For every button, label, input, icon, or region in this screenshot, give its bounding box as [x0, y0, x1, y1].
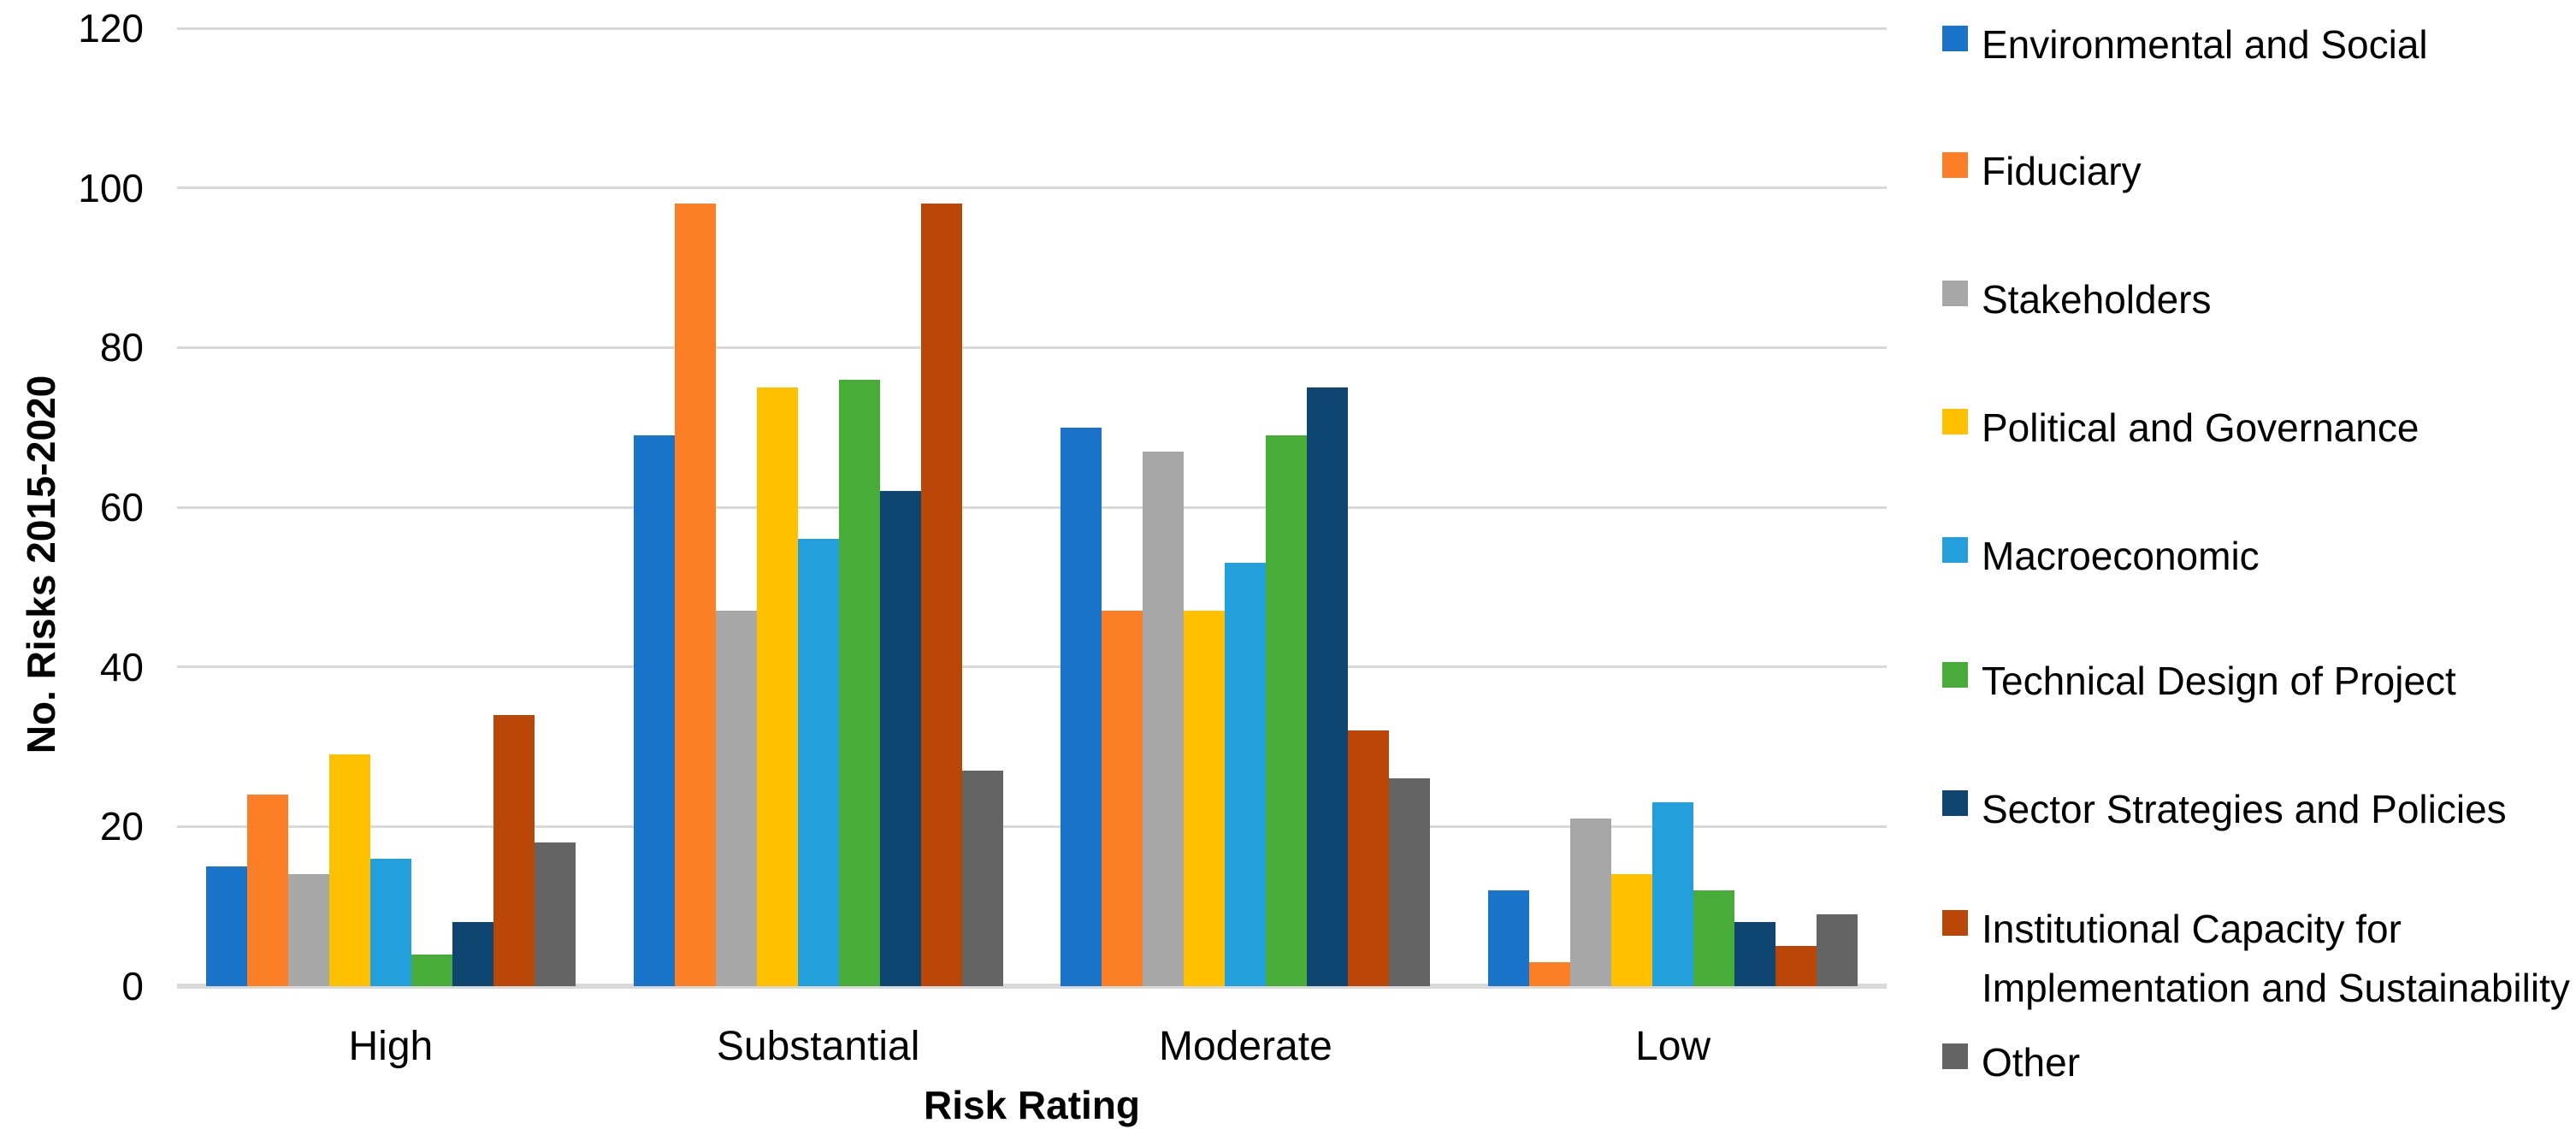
legend-item-environmental-and-social: Environmental and Social	[1942, 15, 2428, 74]
bar-environmental-and-social-low	[1488, 890, 1530, 986]
legend-label-other: Other	[1982, 1040, 2081, 1085]
legend-item-sector-strategies-and-policies: Sector Strategies and Policies	[1942, 780, 2507, 839]
bar-political-and-governance-substantial	[756, 387, 798, 986]
bar-environmental-and-social-moderate	[1061, 427, 1102, 986]
bar-other-low	[1817, 914, 1858, 986]
bar-macroeconomic-low	[1652, 802, 1694, 986]
gridline-40	[177, 665, 1887, 669]
legend-swatch-institutional-capacity-for-implementation-and-sustainability	[1942, 910, 1968, 936]
bar-macroeconomic-substantial	[797, 539, 839, 986]
bar-sector-strategies-and-policies-substantial	[879, 491, 921, 986]
legend-label-sector-strategies-and-policies: Sector Strategies and Policies	[1982, 787, 2507, 831]
gridline-20	[177, 825, 1887, 828]
legend-swatch-other	[1942, 1043, 1968, 1069]
y-tick-label-80: 80	[99, 325, 144, 370]
legend-item-fiduciary: Fiduciary	[1942, 142, 2142, 201]
legend-item-other: Other	[1942, 1033, 2080, 1092]
legend-item-macroeconomic: Macroeconomic	[1942, 527, 2260, 586]
legend-label-political-and-governance: Political and Governance	[1982, 405, 2419, 450]
legend-label-technical-design-of-project: Technical Design of Project	[1982, 659, 2456, 703]
bar-stakeholders-high	[287, 874, 329, 986]
y-tick-label-20: 20	[99, 804, 144, 849]
bar-sector-strategies-and-policies-low	[1734, 922, 1776, 986]
x-category-label-high: High	[348, 1024, 434, 1069]
x-axis-line	[177, 984, 1887, 989]
bar-technical-design-of-project-low	[1693, 890, 1735, 986]
legend-swatch-sector-strategies-and-policies	[1942, 790, 1968, 816]
bar-fiduciary-low	[1529, 962, 1571, 986]
legend-label-fiduciary: Fiduciary	[1982, 149, 2142, 193]
bar-institutional-capacity-for-implementation-and-sustainability-low	[1775, 946, 1817, 986]
bar-environmental-and-social-substantial	[633, 435, 675, 986]
bar-institutional-capacity-for-implementation-and-sustainability-substantial	[920, 204, 962, 986]
bar-stakeholders-substantial	[715, 611, 757, 986]
bar-other-high	[534, 842, 576, 986]
bar-political-and-governance-low	[1611, 874, 1653, 986]
gridline-60	[177, 505, 1887, 509]
bar-macroeconomic-high	[369, 858, 411, 986]
legend-swatch-environmental-and-social	[1942, 26, 1968, 51]
x-axis-title: Risk Rating	[923, 1083, 1141, 1127]
bar-fiduciary-moderate	[1102, 611, 1143, 986]
bar-environmental-and-social-high	[205, 866, 247, 986]
legend-label-macroeconomic: Macroeconomic	[1982, 534, 2260, 578]
x-category-label-substantial: Substantial	[716, 1024, 920, 1069]
y-tick-label-100: 100	[78, 165, 144, 210]
y-tick-label-60: 60	[99, 485, 144, 529]
legend-label-stakeholders: Stakeholders	[1982, 277, 2212, 322]
gridline-100	[177, 186, 1887, 190]
gridline-120	[177, 27, 1887, 30]
bar-sector-strategies-and-policies-high	[452, 922, 493, 986]
legend-item-technical-design-of-project: Technical Design of Project	[1942, 652, 2456, 711]
legend-item-institutional-capacity-for-implementation-and-sustainability: Institutional Capacity for Implementatio…	[1942, 900, 2572, 1018]
y-tick-label-40: 40	[99, 644, 144, 689]
bar-institutional-capacity-for-implementation-and-sustainability-high	[493, 714, 535, 986]
bar-technical-design-of-project-high	[411, 954, 452, 986]
bar-institutional-capacity-for-implementation-and-sustainability-moderate	[1348, 730, 1390, 986]
bar-fiduciary-substantial	[674, 204, 716, 986]
bar-sector-strategies-and-policies-moderate	[1307, 387, 1349, 986]
bar-fiduciary-high	[246, 795, 288, 986]
legend-swatch-fiduciary	[1942, 152, 1968, 178]
bar-other-moderate	[1389, 778, 1431, 986]
legend-swatch-macroeconomic	[1942, 537, 1968, 563]
bar-political-and-governance-moderate	[1184, 611, 1226, 986]
gridline-80	[177, 346, 1887, 349]
bar-stakeholders-low	[1570, 819, 1612, 986]
bar-macroeconomic-moderate	[1225, 563, 1267, 986]
y-tick-label-0: 0	[121, 964, 144, 1008]
bar-political-and-governance-high	[328, 754, 370, 986]
legend: Environmental and Social Fiduciary Stakeho…	[1942, 0, 2576, 1135]
bar-technical-design-of-project-substantial	[838, 379, 880, 986]
bar-other-substantial	[961, 771, 1003, 986]
x-category-label-moderate: Moderate	[1158, 1024, 1332, 1069]
y-tick-label-120: 120	[78, 6, 144, 50]
legend-swatch-technical-design-of-project	[1942, 662, 1968, 688]
legend-label-institutional-capacity-for-implementation-and-sustainability: Institutional Capacity for Implementatio…	[1982, 907, 2570, 1010]
legend-label-environmental-and-social: Environmental and Social	[1982, 22, 2428, 67]
bar-technical-design-of-project-moderate	[1266, 435, 1308, 986]
bar-stakeholders-moderate	[1143, 451, 1185, 986]
legend-swatch-political-and-governance	[1942, 409, 1968, 434]
legend-item-political-and-governance: Political and Governance	[1942, 399, 2419, 458]
x-category-label-low: Low	[1635, 1024, 1711, 1069]
legend-swatch-stakeholders	[1942, 281, 1968, 306]
legend-item-stakeholders: Stakeholders	[1942, 270, 2212, 329]
